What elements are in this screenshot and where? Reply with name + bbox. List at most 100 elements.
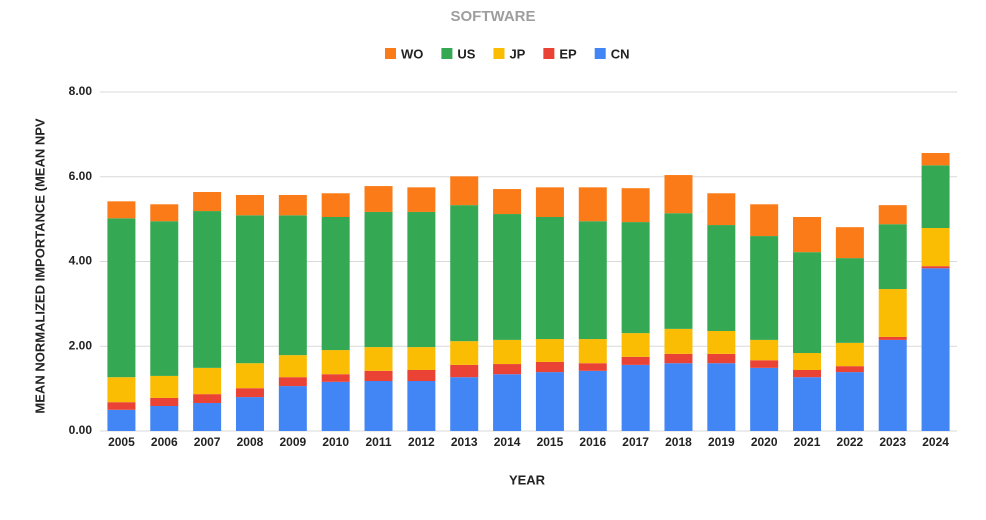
bar-segment: [193, 211, 221, 368]
bar-segment: [322, 193, 350, 217]
bar-segment: [579, 339, 607, 363]
bar-segment: [150, 398, 178, 406]
legend-swatch: [595, 48, 606, 59]
bar-segment: [279, 386, 307, 431]
bar-segment: [622, 222, 650, 333]
bar-segment: [279, 377, 307, 386]
bar-segment: [664, 354, 692, 363]
bar-segment: [922, 266, 950, 268]
legend-swatch: [543, 48, 554, 59]
legend-swatch: [493, 48, 504, 59]
bar-segment: [622, 365, 650, 431]
bar-segment: [150, 204, 178, 221]
bar-segment: [107, 410, 135, 431]
bar-segment: [707, 225, 735, 331]
bar-segment: [493, 374, 521, 431]
bar-segment: [150, 376, 178, 398]
bar-segment: [365, 347, 393, 371]
bar-segment: [365, 186, 393, 212]
y-tick-label: 8.00: [69, 84, 93, 98]
bar-segment: [365, 212, 393, 347]
x-tick-label: 2024: [922, 435, 949, 449]
bar-segment: [879, 289, 907, 337]
y-tick-label: 6.00: [69, 169, 93, 183]
bar-segment: [450, 365, 478, 377]
bar-segment: [236, 195, 264, 215]
bar-segment: [664, 363, 692, 431]
bar-segment: [707, 193, 735, 225]
chart-title: SOFTWARE: [451, 8, 536, 25]
legend-swatch: [441, 48, 452, 59]
bar-segment: [279, 215, 307, 355]
bar-segment: [407, 381, 435, 431]
bar-segment: [750, 368, 778, 431]
bar-segment: [836, 227, 864, 258]
bar-segment: [322, 374, 350, 382]
bar-segment: [450, 205, 478, 341]
x-tick-label: 2013: [451, 435, 478, 449]
bar-segment: [579, 187, 607, 221]
bar-segment: [193, 192, 221, 211]
bar-segment: [193, 368, 221, 394]
bar-segment: [879, 224, 907, 289]
bar-segment: [279, 195, 307, 215]
bar-segment: [707, 331, 735, 354]
x-tick-label: 2018: [665, 435, 692, 449]
bar-segment: [922, 268, 950, 431]
bar-segment: [536, 362, 564, 372]
x-tick-label: 2023: [879, 435, 906, 449]
legend-label: JP: [509, 46, 525, 61]
bar-segment: [450, 176, 478, 205]
legend-label: EP: [559, 46, 577, 61]
bar-segment: [407, 347, 435, 370]
bar-segment: [836, 366, 864, 372]
bar-segment: [664, 175, 692, 213]
bar-segment: [922, 165, 950, 228]
bar-segment: [793, 377, 821, 431]
x-tick-label: 2020: [751, 435, 778, 449]
bar-segment: [922, 228, 950, 266]
bar-segment: [793, 370, 821, 377]
bar-segment: [707, 363, 735, 431]
x-tick-label: 2017: [622, 435, 649, 449]
x-tick-label: 2008: [237, 435, 264, 449]
y-axis-label: MEAN NORMALIZED IMPORTANCE (MEAN NPV: [32, 118, 47, 413]
bar-segment: [750, 204, 778, 236]
bar-segment: [622, 188, 650, 222]
bar-segment: [107, 402, 135, 410]
bar-segment: [450, 341, 478, 365]
bar-segment: [622, 333, 650, 357]
bar-segment: [107, 218, 135, 377]
bar-segment: [922, 153, 950, 165]
bar-segment: [579, 371, 607, 431]
bar-segment: [579, 363, 607, 371]
legend-label: CN: [611, 46, 630, 61]
bar-segment: [664, 213, 692, 329]
bar-segment: [322, 382, 350, 431]
bar-segment: [536, 217, 564, 339]
bar-segment: [750, 360, 778, 368]
bar-segment: [322, 350, 350, 374]
bar-segment: [450, 377, 478, 431]
bar-segment: [750, 236, 778, 340]
bar-segment: [107, 201, 135, 218]
bar-segment: [707, 354, 735, 363]
bar-segment: [879, 205, 907, 224]
x-tick-label: 2012: [408, 435, 435, 449]
bar-segment: [579, 221, 607, 339]
y-tick-label: 4.00: [69, 254, 93, 268]
x-tick-label: 2011: [366, 435, 392, 449]
bar-segment: [493, 214, 521, 340]
bar-segment: [836, 258, 864, 343]
bar-segment: [150, 406, 178, 431]
x-tick-label: 2010: [322, 435, 349, 449]
y-tick-label: 2.00: [69, 338, 93, 352]
bar-segment: [236, 215, 264, 363]
x-tick-label: 2021: [794, 435, 821, 449]
x-tick-label: 2006: [151, 435, 178, 449]
bar-segment: [407, 370, 435, 381]
bar-segment: [407, 187, 435, 212]
bar-segment: [493, 364, 521, 374]
bar-segment: [365, 381, 393, 431]
